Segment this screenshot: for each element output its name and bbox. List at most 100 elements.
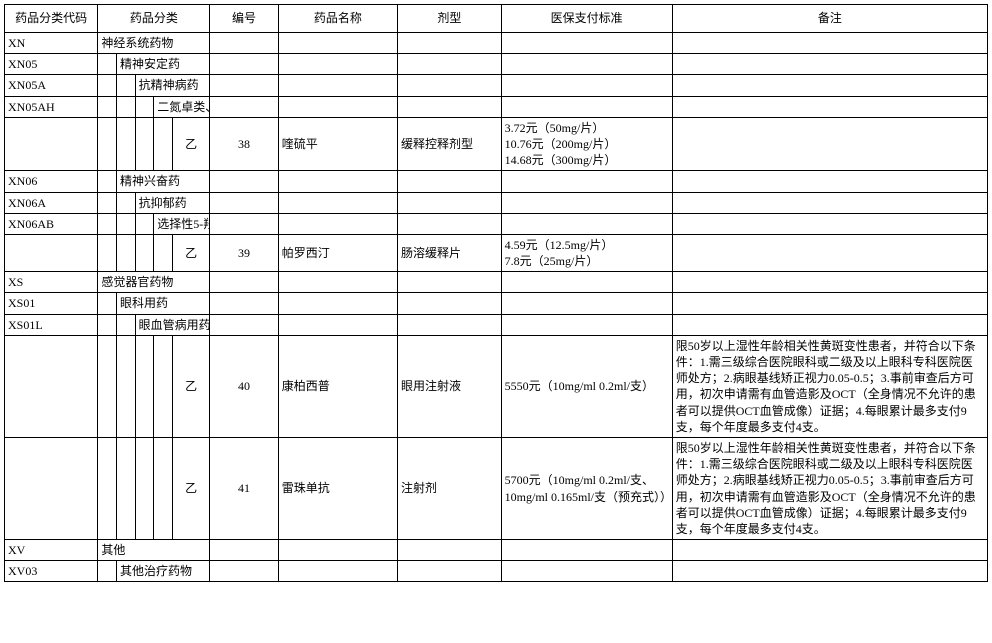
- num-cell: 40: [210, 335, 278, 437]
- indent-cell: [116, 75, 135, 96]
- note-cell: [672, 117, 987, 171]
- indent-cell: [116, 192, 135, 213]
- category-cell: 其他: [98, 540, 210, 561]
- name-cell: [278, 192, 397, 213]
- category-cell: 精神兴奋药: [116, 171, 209, 192]
- table-row: XN06AB 选择性5-羟色胺再摄取抑制剂: [5, 213, 988, 234]
- name-cell: [278, 96, 397, 117]
- num-cell: 41: [210, 437, 278, 539]
- indent-cell: [135, 213, 154, 234]
- note-cell: [672, 561, 987, 582]
- num-cell: 39: [210, 234, 278, 271]
- indent-cell: [98, 54, 117, 75]
- table-row: 乙39帕罗西汀肠溶缓释片4.59元（12.5mg/片） 7.8元（25mg/片）: [5, 234, 988, 271]
- num-cell: [210, 540, 278, 561]
- num-cell: [210, 171, 278, 192]
- name-cell: 康柏西普: [278, 335, 397, 437]
- name-cell: 喹硫平: [278, 117, 397, 171]
- indent-cell: [98, 171, 117, 192]
- category-cell: 抗精神病药: [135, 75, 210, 96]
- table-row: XN05A 抗精神病药: [5, 75, 988, 96]
- form-cell: 注射剂: [397, 437, 501, 539]
- standard-cell: [501, 293, 672, 314]
- note-cell: [672, 171, 987, 192]
- indent-cell: [116, 117, 135, 171]
- name-cell: [278, 561, 397, 582]
- code-cell: [5, 117, 98, 171]
- table-row: XN06A抗抑郁药: [5, 192, 988, 213]
- table-row: XS01L眼血管病用药: [5, 314, 988, 335]
- note-cell: [672, 272, 987, 293]
- code-cell: [5, 335, 98, 437]
- col-head-category: 药品分类: [98, 5, 210, 33]
- name-cell: [278, 540, 397, 561]
- col-head-code: 药品分类代码: [5, 5, 98, 33]
- table-row: XN神经系统药物: [5, 33, 988, 54]
- num-cell: [210, 561, 278, 582]
- note-cell: [672, 314, 987, 335]
- num-cell: [210, 96, 278, 117]
- code-cell: XV03: [5, 561, 98, 582]
- num-cell: [210, 272, 278, 293]
- form-cell: 肠溶缓释片: [397, 234, 501, 271]
- name-cell: [278, 54, 397, 75]
- form-cell: [397, 272, 501, 293]
- standard-cell: [501, 213, 672, 234]
- standard-cell: [501, 75, 672, 96]
- class-cell: 乙: [172, 234, 209, 271]
- note-cell: [672, 234, 987, 271]
- form-cell: [397, 75, 501, 96]
- drug-table: 药品分类代码 药品分类 编号 药品名称 剂型 医保支付标准 备注 XN神经系统药…: [4, 4, 988, 582]
- category-cell: 选择性5-羟色胺再摄取抑制剂: [154, 213, 210, 234]
- col-head-standard: 医保支付标准: [501, 5, 672, 33]
- note-cell: [672, 54, 987, 75]
- indent-cell: [98, 293, 117, 314]
- indent-cell: [116, 213, 135, 234]
- standard-cell: [501, 54, 672, 75]
- code-cell: XS: [5, 272, 98, 293]
- table-row: 乙41雷珠单抗注射剂5700元（10mg/ml 0.2ml/支、10mg/ml …: [5, 437, 988, 539]
- name-cell: [278, 314, 397, 335]
- standard-cell: [501, 314, 672, 335]
- indent-cell: [98, 192, 117, 213]
- table-row: XN05AH二氮卓类、去甲羟二氮卓类和硫氮杂卓类: [5, 96, 988, 117]
- indent-cell: [98, 117, 117, 171]
- class-cell: 乙: [172, 335, 209, 437]
- table-row: XN06精神兴奋药: [5, 171, 988, 192]
- name-cell: [278, 293, 397, 314]
- standard-cell: [501, 540, 672, 561]
- num-cell: [210, 213, 278, 234]
- code-cell: XN05AH: [5, 96, 98, 117]
- name-cell: [278, 75, 397, 96]
- standard-cell: 5700元（10mg/ml 0.2ml/支、10mg/ml 0.165ml/支（…: [501, 437, 672, 539]
- indent-cell: [135, 234, 154, 271]
- form-cell: 眼用注射液: [397, 335, 501, 437]
- name-cell: 雷珠单抗: [278, 437, 397, 539]
- num-cell: [210, 33, 278, 54]
- num-cell: 38: [210, 117, 278, 171]
- standard-cell: [501, 272, 672, 293]
- standard-cell: 3.72元（50mg/片） 10.76元（200mg/片） 14.68元（300…: [501, 117, 672, 171]
- num-cell: [210, 314, 278, 335]
- note-cell: [672, 33, 987, 54]
- indent-cell: [135, 117, 154, 171]
- standard-cell: 4.59元（12.5mg/片） 7.8元（25mg/片）: [501, 234, 672, 271]
- indent-cell: [135, 437, 154, 539]
- code-cell: XN06AB: [5, 213, 98, 234]
- col-head-note: 备注: [672, 5, 987, 33]
- num-cell: [210, 192, 278, 213]
- category-cell: 眼科用药: [116, 293, 209, 314]
- col-head-form: 剂型: [397, 5, 501, 33]
- indent-cell: [116, 96, 135, 117]
- category-cell: 抗抑郁药: [135, 192, 210, 213]
- indent-cell: [116, 234, 135, 271]
- table-row: XV其他: [5, 540, 988, 561]
- name-cell: [278, 213, 397, 234]
- col-head-name: 药品名称: [278, 5, 397, 33]
- indent-cell: [98, 561, 117, 582]
- form-cell: [397, 96, 501, 117]
- indent-cell: [135, 335, 154, 437]
- code-cell: XN05A: [5, 75, 98, 96]
- note-cell: 限50岁以上湿性年龄相关性黄斑变性患者，并符合以下条件：1.需三级综合医院眼科或…: [672, 437, 987, 539]
- name-cell: [278, 33, 397, 54]
